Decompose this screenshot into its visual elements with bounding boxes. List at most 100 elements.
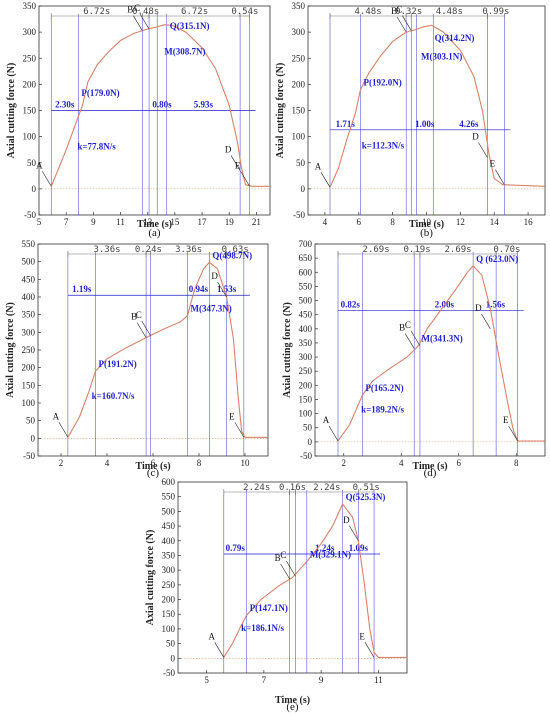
y-tick-label: 350 — [23, 1, 37, 11]
x-tick-label: 5 — [204, 675, 209, 685]
y-axis-label: Axial cutting force (N) — [275, 63, 286, 159]
value-annotation: P(192.0N) — [363, 78, 401, 88]
point-label: C — [136, 310, 142, 320]
y-tick-label: 0 — [32, 184, 37, 194]
duration-label: 0.48s — [132, 7, 159, 17]
x-tick-label: 8 — [197, 458, 202, 468]
y-tick-label: 400 — [299, 324, 313, 334]
point-label: E — [229, 411, 235, 421]
panel-caption: (a) — [148, 227, 161, 239]
x-tick-label: 4 — [105, 458, 110, 468]
duration-label: 2.69s — [444, 245, 471, 255]
point-label: C — [405, 320, 411, 330]
duration-label: 6.72s — [83, 7, 110, 17]
y-axis-label: Axial cutting force (N) — [5, 302, 16, 398]
y-tick-label: 50 — [27, 158, 37, 168]
point-label: E — [235, 160, 241, 170]
point-label: B — [399, 323, 405, 333]
y-tick-label: 150 — [23, 106, 37, 116]
x-tick-label: 13 — [143, 217, 153, 227]
panel-caption: (d) — [424, 467, 437, 479]
force-curve — [223, 502, 407, 658]
value-annotation: P(179.0N) — [81, 88, 119, 98]
duration-label: 4.48s — [436, 7, 463, 17]
value-annotation: P(191.2N) — [99, 359, 137, 369]
value-annotation: k=77.8N/s — [77, 141, 116, 151]
point-arrow — [136, 322, 147, 338]
panel-caption: (b) — [420, 227, 433, 239]
value-annotation: P(165.2N) — [365, 383, 403, 393]
y-tick-label: 250 — [162, 580, 176, 590]
value-annotation: Q(314.2N) — [435, 33, 475, 43]
y-tick-label: 100 — [23, 132, 37, 142]
plot-frame — [37, 243, 269, 457]
interval-label: 1.19s — [72, 284, 92, 294]
point-arrow — [240, 171, 250, 187]
plot-frame — [314, 243, 546, 457]
chart-panel-4: -50 0 50 100 150 200 250 300 350 400 450 500 550 600 6… — [282, 239, 546, 479]
duration-label: 0.54s — [231, 7, 258, 17]
x-tick-label: 6 — [151, 458, 156, 468]
x-tick-label: 7 — [64, 217, 69, 227]
y-tick-label: 450 — [22, 274, 36, 284]
point-label: B — [391, 6, 397, 16]
point-arrow — [139, 13, 150, 30]
point-label: D — [211, 271, 218, 281]
y-tick-label: 50 — [166, 639, 176, 649]
panel-caption: (c) — [147, 467, 160, 479]
chart-panel-1: -50 0 50 100 150 200 250 300 350 5 7 9 11 13 15 17 19 21 T… — [6, 1, 271, 239]
y-tick-label: 300 — [162, 565, 176, 575]
point-arrow — [396, 16, 407, 33]
y-tick-label: 150 — [299, 394, 313, 404]
x-tick-label: 11 — [116, 217, 125, 227]
y-tick-label: -50 — [300, 451, 312, 461]
x-tick-label: 4 — [399, 458, 404, 468]
duration-label: 0.63s — [222, 245, 249, 255]
value-annotation: Q(498.7N) — [212, 250, 252, 260]
chart-panel-3: -50 0 50 100 150 200 250 300 350 400 450 500 550 2 4 6 8… — [5, 239, 269, 479]
point-label: C — [396, 5, 402, 15]
y-tick-label: 150 — [22, 380, 36, 390]
point-arrow — [58, 422, 69, 438]
x-tick-label: 17 — [198, 217, 208, 227]
y-tick-label: 200 — [22, 363, 36, 373]
point-arrow — [141, 320, 151, 337]
y-tick-label: 500 — [22, 257, 36, 267]
point-label: A — [315, 161, 322, 171]
value-annotation: Q (623.0N) — [476, 254, 518, 264]
interval-label: 2.30s — [55, 100, 75, 110]
x-axis-label: Time (s) — [412, 461, 447, 472]
y-tick-label: 400 — [162, 536, 176, 546]
point-label: C — [134, 3, 140, 13]
x-tick-label: 10 — [422, 217, 432, 227]
value-annotation: P(147.1N) — [250, 603, 288, 613]
y-tick-label: -50 — [23, 451, 35, 461]
y-tick-label: 550 — [299, 281, 313, 291]
point-arrow — [234, 422, 245, 438]
y-tick-label: 250 — [299, 366, 313, 376]
y-tick-label: -50 — [24, 210, 36, 220]
point-arrow — [402, 15, 412, 31]
value-annotation: M(303.1N) — [421, 51, 462, 61]
value-annotation: M(329.1N) — [310, 550, 351, 560]
point-arrow — [328, 425, 339, 442]
interval-label: 1.00s — [415, 119, 435, 129]
value-annotation: k=186.1N/s — [241, 623, 284, 633]
point-label: C — [280, 550, 286, 560]
point-label: B — [131, 312, 137, 322]
y-tick-label: 350 — [299, 338, 313, 348]
point-arrow — [286, 560, 296, 577]
value-annotation: k=189.2N/s — [361, 404, 404, 414]
y-tick-label: 50 — [26, 416, 36, 426]
point-arrow — [230, 155, 241, 171]
value-annotation: k=160.7N/s — [92, 391, 135, 401]
y-tick-label: 100 — [162, 624, 176, 634]
point-label: A — [209, 631, 216, 641]
x-tick-label: 10 — [241, 458, 251, 468]
plot-frame — [307, 5, 546, 216]
point-arrow — [410, 330, 421, 346]
force-curve — [67, 261, 268, 438]
panel-caption: (e) — [286, 701, 299, 713]
x-tick-label: 5 — [37, 217, 42, 227]
value-annotation: k=112.3N/s — [362, 140, 405, 150]
